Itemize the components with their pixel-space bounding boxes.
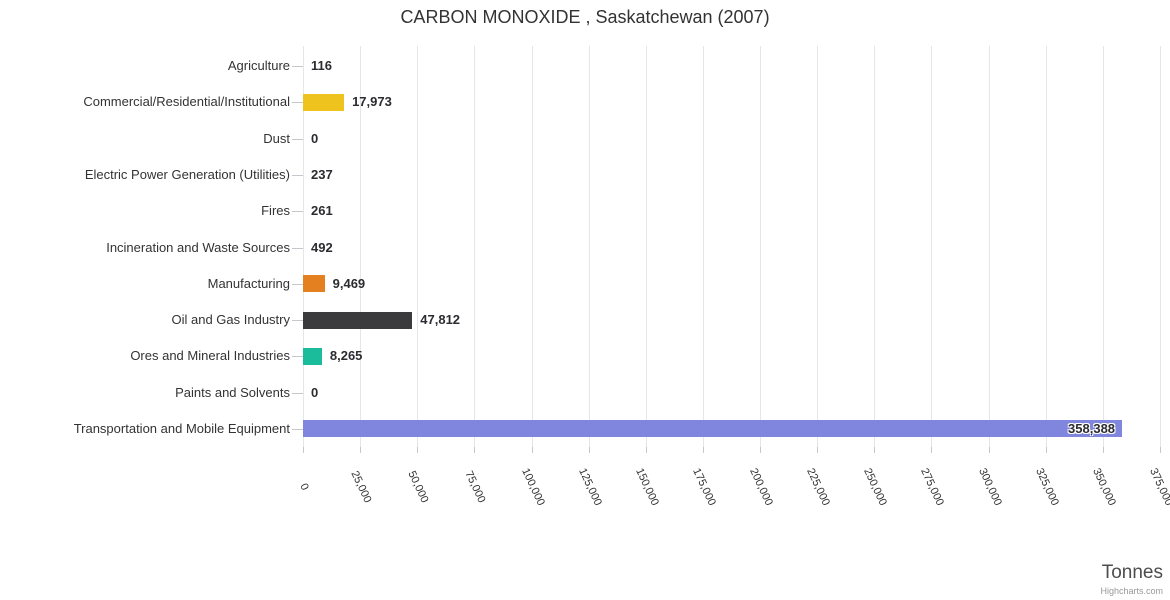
y-axis-tick	[292, 175, 303, 176]
x-tick-label: 275,000	[918, 466, 947, 508]
chart-title: CARBON MONOXIDE , Saskatchewan (2007)	[400, 7, 770, 27]
category-label: Commercial/Residential/Institutional	[83, 94, 290, 110]
x-tick-label: 25,000	[348, 469, 374, 505]
x-tick-label: 125,000	[575, 466, 604, 508]
value-label: 0	[311, 384, 319, 400]
x-axis-title: Tonnes	[1101, 562, 1163, 583]
bar[interactable]	[303, 311, 413, 329]
value-label: 9,469	[332, 275, 366, 291]
x-gridline	[1045, 46, 1047, 447]
x-gridline	[303, 46, 304, 447]
x-gridline	[1102, 46, 1104, 447]
x-tick-label: 0	[297, 481, 311, 493]
x-tick-label: 300,000	[975, 466, 1004, 508]
y-axis-tick	[292, 429, 303, 430]
x-gridline	[588, 46, 590, 447]
x-axis-tick	[702, 447, 704, 453]
value-label: 17,973	[352, 94, 392, 110]
highcharts-credit-link[interactable]: Highcharts.com	[1100, 586, 1163, 596]
x-gridline	[1160, 46, 1161, 447]
x-axis-tick	[1045, 447, 1047, 453]
x-axis-tick	[417, 447, 419, 453]
x-tick-label: 375,000	[1147, 466, 1170, 508]
value-label: 0	[311, 130, 319, 146]
category-label: Electric Power Generation (Utilities)	[84, 166, 290, 182]
x-axis-tick	[645, 447, 647, 453]
x-tick-label: 250,000	[861, 466, 890, 508]
x-axis-tick	[931, 447, 933, 453]
x-axis-tick	[474, 447, 476, 453]
x-gridline	[702, 46, 704, 447]
category-label: Ores and Mineral Industries	[130, 348, 290, 364]
x-tick-label: 350,000	[1090, 466, 1118, 508]
value-label: 47,812	[420, 312, 461, 328]
x-gridline	[874, 46, 876, 447]
x-gridline	[417, 46, 419, 447]
value-label: 358,388	[1068, 420, 1116, 436]
category-label: Agriculture	[227, 58, 290, 74]
x-gridline	[817, 46, 819, 447]
y-axis-tick	[292, 66, 303, 67]
x-axis-tick	[360, 447, 362, 453]
x-axis-tick	[817, 447, 819, 453]
value-label: 8,265	[329, 348, 363, 364]
category-label: Manufacturing	[207, 275, 290, 291]
category-label: Incineration and Waste Sources	[106, 239, 290, 255]
x-tick-label: 150,000	[632, 466, 661, 508]
y-axis-tick	[292, 320, 303, 321]
category-label: Paints and Solvents	[175, 384, 290, 400]
value-label: 237	[311, 166, 333, 182]
x-gridline	[360, 46, 362, 447]
y-axis-tick	[292, 211, 303, 212]
value-label: 492	[311, 239, 333, 255]
y-axis-tick	[292, 139, 303, 140]
x-axis-tick	[531, 447, 533, 453]
bar[interactable]	[303, 275, 325, 293]
x-axis-tick	[588, 447, 590, 453]
y-axis-tick	[292, 393, 303, 394]
category-label: Dust	[263, 130, 290, 146]
x-gridline	[474, 46, 476, 447]
category-label: Transportation and Mobile Equipment	[73, 420, 290, 436]
x-tick-label: 225,000	[804, 466, 833, 508]
x-axis-tick	[1160, 447, 1161, 453]
x-gridline	[531, 46, 533, 447]
bar[interactable]	[303, 347, 322, 365]
x-gridline	[760, 46, 762, 447]
y-axis-tick	[292, 248, 303, 249]
y-axis-tick	[292, 356, 303, 357]
x-tick-label: 75,000	[462, 469, 488, 505]
y-axis-tick	[292, 284, 303, 285]
category-label: Oil and Gas Industry	[171, 312, 291, 328]
x-axis-tick	[1102, 447, 1104, 453]
x-gridline	[931, 46, 933, 447]
x-tick-label: 100,000	[518, 466, 547, 508]
value-label: 261	[311, 203, 333, 219]
x-tick-label: 200,000	[747, 466, 775, 508]
bar[interactable]	[303, 93, 345, 111]
x-tick-label: 175,000	[690, 466, 718, 508]
x-gridline	[988, 46, 990, 447]
x-axis-tick	[988, 447, 990, 453]
x-axis-tick	[303, 447, 304, 453]
y-axis-tick	[292, 102, 303, 103]
category-label: Fires	[261, 203, 290, 219]
x-axis-tick	[874, 447, 876, 453]
value-label: 116	[311, 58, 332, 74]
x-tick-label: 50,000	[405, 469, 431, 505]
x-axis-tick	[760, 447, 762, 453]
x-tick-label: 325,000	[1032, 466, 1061, 508]
bar[interactable]	[303, 420, 1123, 438]
x-gridline	[645, 46, 647, 447]
